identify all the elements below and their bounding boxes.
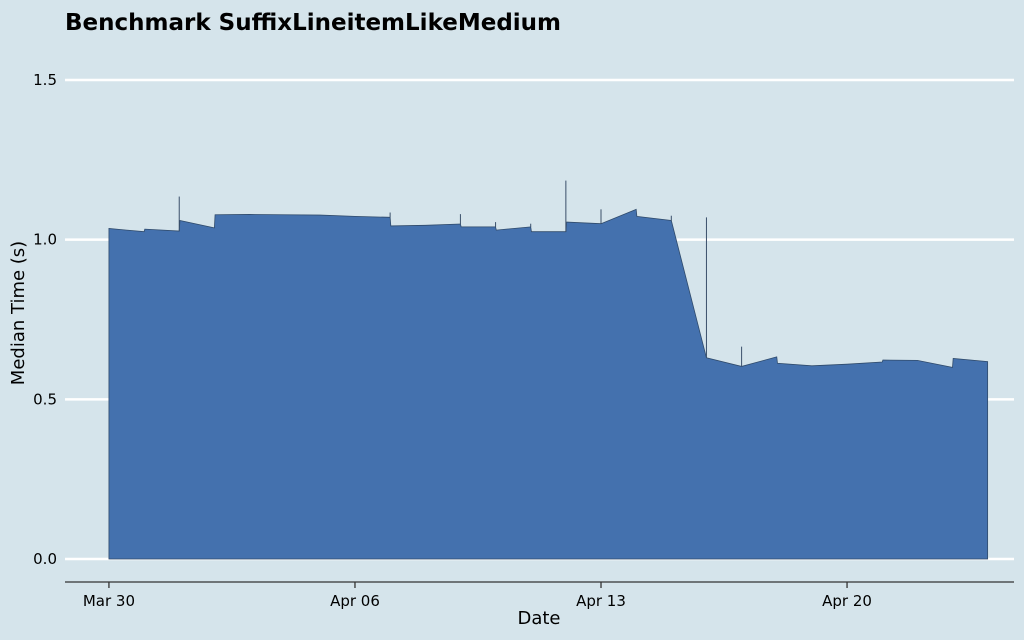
x-tick-label-1: Apr 06 <box>330 592 380 610</box>
outlier-spikes <box>178 180 743 367</box>
median-time-series <box>108 208 989 560</box>
y-axis-label: Median Time (s) <box>8 241 29 385</box>
x-tick-label-2: Apr 13 <box>576 592 626 610</box>
median-time-area <box>108 208 989 560</box>
chart-title: Benchmark SuffixLineitemLikeMedium <box>65 10 561 36</box>
x-tick-label-0: Mar 30 <box>83 592 135 610</box>
y-tick-label-2: 1.0 <box>33 231 57 249</box>
y-tick-label-3: 1.5 <box>33 71 57 89</box>
x-tick-label-3: Apr 20 <box>822 592 872 610</box>
y-tick-label-1: 0.5 <box>33 390 57 408</box>
y-tick-label-0: 0.0 <box>33 550 57 568</box>
x-axis-label: Date <box>517 608 560 629</box>
y-tick-labels: 0.0 0.5 1.0 1.5 <box>33 71 57 568</box>
x-tick-labels: Mar 30 Apr 06 Apr 13 Apr 20 <box>83 582 872 610</box>
